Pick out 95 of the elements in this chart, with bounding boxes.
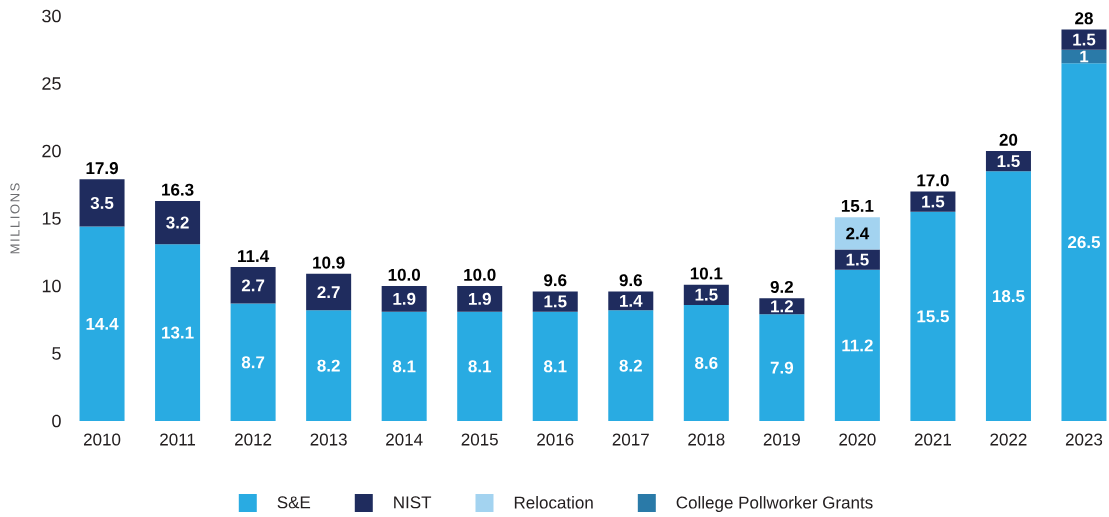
- data-label: 1.5: [544, 295, 567, 308]
- data-label: 2.7: [317, 286, 340, 299]
- data-label: 1.5: [695, 288, 718, 301]
- total-label: 11.4: [238, 250, 270, 262]
- data-label: 8.2: [619, 359, 642, 372]
- bar: [608, 310, 654, 421]
- bar: [381, 286, 427, 312]
- total-label: 15.1: [841, 200, 874, 212]
- bar: [532, 291, 578, 312]
- bar: [230, 303, 276, 421]
- data-label: 14.4: [86, 317, 119, 330]
- data-label: 1.4: [620, 294, 643, 307]
- data-label: 8.1: [468, 360, 492, 373]
- bar: [608, 291, 654, 311]
- x-tick-label: 2014: [386, 433, 423, 446]
- total-label: 9.2: [770, 280, 793, 293]
- bar: [306, 273, 352, 311]
- x-tick-label: 2021: [914, 433, 951, 446]
- data-label: 15.5: [917, 310, 949, 323]
- x-tick-label: 2015: [461, 433, 498, 446]
- data-label: 8.2: [317, 359, 340, 372]
- y-tick-label: 0: [52, 414, 61, 428]
- bar: [834, 217, 880, 250]
- bar: [1061, 29, 1107, 50]
- data-label: 8.1: [392, 360, 416, 373]
- total-label: 20: [999, 133, 1018, 146]
- x-tick-label: 2022: [990, 433, 1027, 446]
- data-label: 1.5: [997, 155, 1020, 168]
- total-label: 28: [1075, 12, 1093, 25]
- x-tick-label: 2011: [160, 433, 196, 446]
- total-label: 17.9: [86, 162, 118, 175]
- total-label: 10.0: [464, 268, 496, 281]
- data-label: 3.2: [166, 216, 189, 229]
- x-tick-label: 2013: [310, 433, 347, 446]
- total-label: 9.6: [544, 274, 567, 287]
- total-label: 16.3: [162, 183, 194, 196]
- bar: [457, 311, 503, 421]
- data-label: 1: [1080, 50, 1089, 63]
- bar: [79, 179, 125, 227]
- y-tick-label: 30: [42, 9, 61, 23]
- x-tick-label: 2018: [688, 433, 725, 446]
- bar: [910, 191, 956, 212]
- total-label: 10.0: [388, 268, 421, 281]
- data-label: 1.2: [771, 300, 793, 313]
- bar: [306, 310, 352, 421]
- data-label: 13.1: [162, 326, 194, 339]
- data-label: 1.5: [922, 195, 945, 208]
- data-label: 2.7: [241, 279, 265, 292]
- bar: [1061, 63, 1107, 421]
- legend-label: NIST: [394, 496, 432, 509]
- x-tick-label: 2019: [763, 433, 800, 446]
- bar: [155, 200, 201, 245]
- y-tick-label: 5: [52, 347, 61, 360]
- bar: [910, 211, 956, 421]
- y-tick-label: 10: [42, 279, 61, 293]
- bar: [457, 286, 503, 312]
- bar: [230, 267, 276, 304]
- bar: [683, 304, 729, 421]
- bar: [759, 314, 805, 421]
- data-label: 1.9: [468, 292, 491, 305]
- data-label: 18.5: [992, 290, 1025, 303]
- total-label: 17.0: [917, 174, 949, 187]
- y-axis-title: MILLIONS: [10, 183, 20, 254]
- legend-label: College Pollworker Grants: [676, 496, 873, 512]
- bar: [532, 311, 578, 421]
- x-tick-label: 2020: [839, 433, 876, 446]
- bar: [834, 269, 880, 421]
- data-label: 1.5: [846, 253, 869, 266]
- bar: [985, 171, 1031, 421]
- data-label: 8.1: [543, 360, 567, 373]
- y-tick-label: 20: [42, 144, 61, 158]
- data-label: 7.9: [770, 361, 794, 374]
- bar: [381, 311, 427, 421]
- data-label: 1.9: [393, 292, 416, 305]
- data-label: 26.5: [1068, 236, 1101, 249]
- total-label: 10.9: [313, 256, 345, 269]
- bar: [79, 226, 125, 421]
- data-label: 1.5: [1073, 33, 1096, 46]
- x-tick-label: 2023: [1065, 433, 1103, 446]
- data-label: 8.6: [695, 356, 718, 369]
- data-label: 3.5: [90, 196, 114, 209]
- x-tick-label: 2017: [612, 433, 649, 446]
- x-tick-label: 2012: [235, 433, 272, 446]
- bar: [155, 244, 201, 421]
- data-label: 11.2: [842, 339, 873, 352]
- y-tick-label: 15: [42, 212, 61, 225]
- x-tick-label: 2016: [537, 433, 574, 446]
- legend-label: Relocation: [514, 496, 593, 509]
- total-label: 9.6: [619, 274, 642, 287]
- legend-label: S&E: [277, 496, 311, 509]
- data-label: 8.7: [241, 356, 265, 369]
- x-tick-label: 2010: [83, 433, 121, 446]
- y-tick-label: 25: [42, 77, 61, 90]
- data-label: 2.4: [846, 227, 870, 240]
- total-label: 10.1: [690, 267, 723, 280]
